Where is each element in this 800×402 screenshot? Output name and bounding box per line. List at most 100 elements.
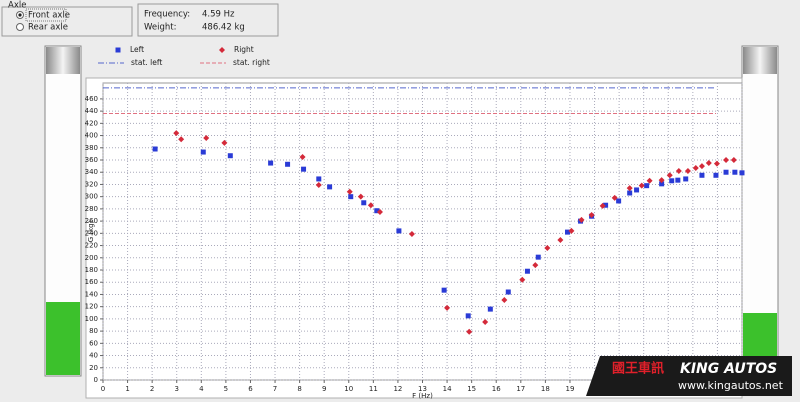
point bbox=[616, 198, 622, 204]
point bbox=[658, 177, 665, 184]
y-axis-label: G (kg) bbox=[87, 220, 95, 242]
point bbox=[203, 135, 210, 141]
point bbox=[173, 130, 180, 137]
x-tick-label: 13 bbox=[418, 385, 427, 393]
point bbox=[200, 149, 206, 155]
point bbox=[634, 187, 640, 193]
point bbox=[675, 168, 682, 174]
x-tick-label: 14 bbox=[443, 385, 452, 393]
point bbox=[532, 262, 539, 269]
point bbox=[444, 304, 451, 311]
x-tick-label: 1 bbox=[125, 385, 129, 393]
point bbox=[723, 169, 729, 175]
point bbox=[626, 185, 633, 192]
y-tick-label: 460 bbox=[85, 95, 98, 103]
point bbox=[699, 172, 705, 178]
info-value: 486.42 kg bbox=[202, 23, 245, 33]
point bbox=[408, 230, 415, 237]
y-tick-label: 140 bbox=[85, 290, 98, 298]
point bbox=[578, 216, 585, 223]
point bbox=[152, 146, 158, 152]
point bbox=[739, 170, 745, 176]
info-label: Frequency: bbox=[144, 10, 190, 20]
y-tick-label: 120 bbox=[85, 303, 98, 311]
y-tick-label: 40 bbox=[89, 352, 98, 360]
watermark-url: www.kingautos.net bbox=[678, 379, 784, 392]
y-tick-label: 340 bbox=[85, 168, 98, 176]
point bbox=[666, 172, 673, 179]
y-tick-label: 320 bbox=[85, 180, 98, 188]
radio-label[interactable]: Front axle bbox=[28, 11, 70, 21]
y-tick-label: 260 bbox=[85, 217, 98, 225]
point bbox=[730, 157, 737, 163]
point bbox=[684, 168, 691, 174]
legend-marker bbox=[115, 47, 121, 53]
y-tick-label: 440 bbox=[85, 107, 98, 115]
point bbox=[638, 182, 645, 189]
point bbox=[367, 202, 374, 209]
y-tick-label: 240 bbox=[85, 229, 98, 237]
y-tick-label: 360 bbox=[85, 156, 98, 164]
point bbox=[221, 139, 228, 146]
point bbox=[441, 287, 447, 293]
point bbox=[557, 237, 564, 244]
legend-label: stat. right bbox=[233, 58, 270, 67]
point bbox=[683, 176, 689, 182]
point bbox=[178, 136, 185, 143]
point bbox=[565, 229, 571, 235]
info-box bbox=[137, 3, 279, 37]
point bbox=[692, 164, 699, 171]
x-tick-label: 0 bbox=[101, 385, 105, 393]
point bbox=[227, 153, 233, 159]
point bbox=[299, 153, 306, 160]
x-tick-label: 11 bbox=[369, 385, 378, 393]
x-tick-label: 10 bbox=[344, 385, 353, 393]
y-tick-label: 20 bbox=[89, 364, 98, 372]
radio-front-dot bbox=[18, 13, 22, 17]
point bbox=[588, 212, 595, 218]
point bbox=[376, 208, 383, 215]
point bbox=[357, 193, 364, 200]
point bbox=[535, 254, 541, 260]
point bbox=[723, 157, 730, 163]
y-tick-label: 400 bbox=[85, 132, 98, 140]
point bbox=[346, 188, 353, 195]
point bbox=[285, 161, 291, 167]
point bbox=[544, 245, 551, 251]
point bbox=[603, 202, 609, 208]
info-label: Weight: bbox=[144, 23, 176, 33]
point bbox=[644, 183, 650, 189]
focus-rect bbox=[25, 8, 67, 22]
x-tick-label: 17 bbox=[516, 385, 525, 393]
x-tick-label: 18 bbox=[541, 385, 550, 393]
point bbox=[732, 169, 738, 175]
chart: 0204060801001201401601802002202402602803… bbox=[85, 45, 747, 400]
point bbox=[487, 306, 493, 312]
gauge-cap bbox=[46, 47, 80, 74]
point bbox=[568, 227, 575, 234]
y-tick-label: 80 bbox=[89, 327, 98, 335]
y-tick-label: 0 bbox=[94, 376, 98, 384]
x-axis-label: F (Hz) bbox=[412, 392, 433, 400]
legend-label: Left bbox=[130, 45, 144, 54]
watermark-brand: KING AUTOS bbox=[680, 361, 777, 377]
radio-rear[interactable] bbox=[16, 23, 24, 31]
watermark: 國王車訊 KING AUTOS www.kingautos.net bbox=[586, 356, 792, 396]
point bbox=[524, 268, 530, 274]
point bbox=[659, 181, 665, 187]
x-tick-label: 12 bbox=[393, 385, 402, 393]
axle-group-title: Axle bbox=[8, 1, 26, 11]
y-tick-label: 60 bbox=[89, 339, 98, 347]
y-tick-label: 220 bbox=[85, 242, 98, 250]
point bbox=[599, 202, 606, 209]
point bbox=[713, 172, 719, 178]
point bbox=[501, 296, 508, 303]
radio-label[interactable]: Rear axle bbox=[28, 23, 68, 33]
x-tick-label: 19 bbox=[566, 385, 575, 393]
point bbox=[713, 160, 720, 167]
axle-group-box bbox=[1, 6, 133, 37]
point bbox=[675, 177, 681, 183]
y-tick-label: 420 bbox=[85, 119, 98, 127]
x-tick-label: 7 bbox=[273, 385, 277, 393]
